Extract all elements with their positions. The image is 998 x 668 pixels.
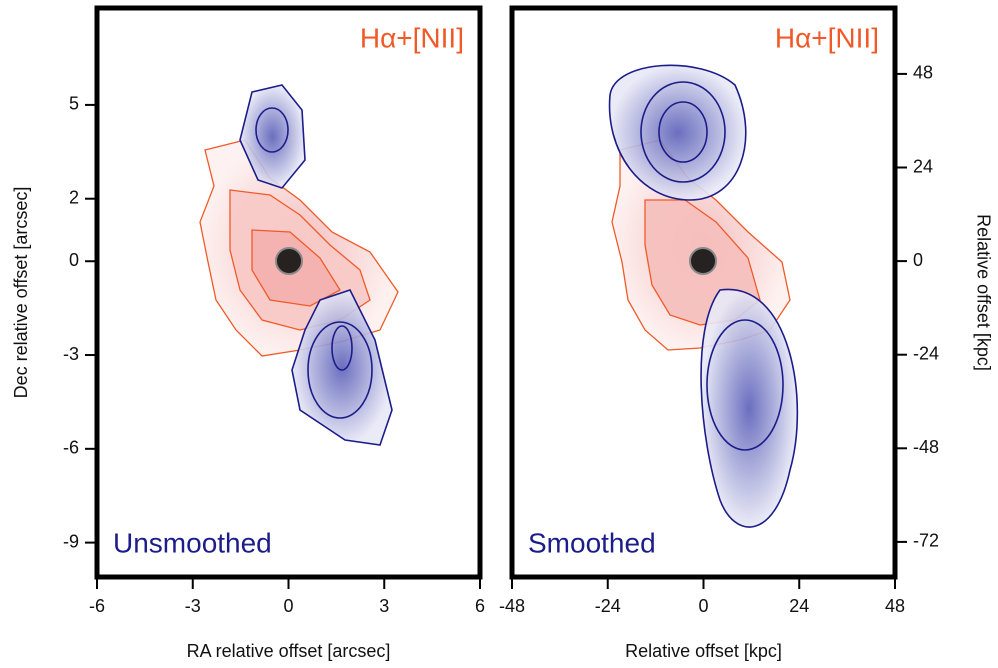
x-tick-label: -24 xyxy=(595,596,621,616)
y-tick-label: 5 xyxy=(69,94,79,114)
y-axis-label: Dec relative offset [arcsec] xyxy=(11,187,31,399)
x-tick-label: 48 xyxy=(885,596,905,616)
x-tick-label: 24 xyxy=(789,596,809,616)
line-label: Hα+[NII] xyxy=(360,22,464,53)
y-tick-label: -48 xyxy=(913,437,939,457)
y-tick-label: 48 xyxy=(913,63,933,83)
panel-frame xyxy=(94,5,483,580)
y-tick-label: -24 xyxy=(913,343,939,363)
panel-label: Unsmoothed xyxy=(113,527,272,558)
line-label: Hα+[NII] xyxy=(775,22,879,53)
x-tick-label: 3 xyxy=(379,596,389,616)
x-tick-label: 6 xyxy=(475,596,485,616)
contours-smoothed xyxy=(608,64,799,528)
x-tick-label: 0 xyxy=(283,596,293,616)
x-axis-label: Relative offset [kpc] xyxy=(625,641,782,661)
x-axis-label: RA relative offset [arcsec] xyxy=(187,641,391,661)
y-tick-label: -3 xyxy=(63,344,79,364)
y-tick-label: 2 xyxy=(69,187,79,207)
y-tick-label: 0 xyxy=(913,250,923,270)
x-tick-label: -3 xyxy=(185,596,201,616)
y-tick-label: 0 xyxy=(69,250,79,270)
x-tick-label: -48 xyxy=(499,596,525,616)
panel-label: Smoothed xyxy=(528,527,656,558)
y-tick-label: -72 xyxy=(913,531,939,551)
y-axis-label: Relative offset [kpc] xyxy=(973,214,993,371)
x-tick-label: 0 xyxy=(698,596,708,616)
x-tick-label: -6 xyxy=(89,596,105,616)
contours-unsmoothed xyxy=(199,84,399,446)
panel-frame xyxy=(509,5,898,580)
y-tick-label: 24 xyxy=(913,156,933,176)
y-tick-label: -9 xyxy=(63,531,79,551)
y-tick-label: -6 xyxy=(63,438,79,458)
